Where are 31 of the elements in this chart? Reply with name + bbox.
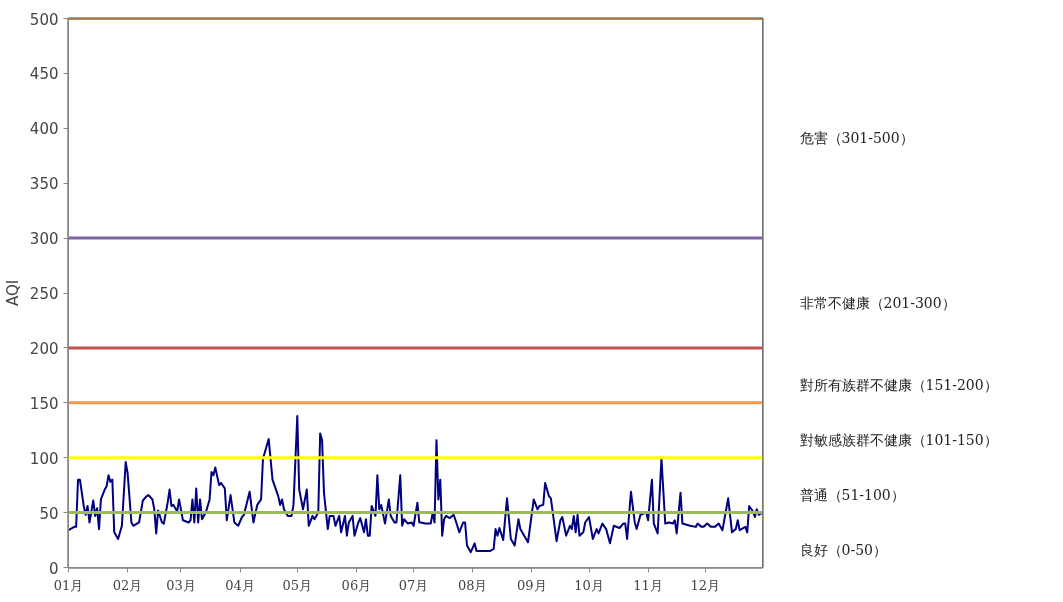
y-tick-label: 450 [29, 65, 59, 84]
y-tick-label: 350 [29, 175, 59, 194]
x-tick-label: 08月 [457, 577, 488, 593]
band-label: 普通（51-100） [799, 487, 905, 504]
x-tick-label: 04月 [225, 577, 255, 593]
y-tick-label: 0 [48, 559, 59, 578]
band-label: 對所有族群不健康（151-200） [799, 377, 998, 394]
band-label: 良好（0-50） [799, 541, 887, 558]
band-label: 對敏感族群不健康（101-150） [799, 432, 998, 449]
band-label: 非常不健康（201-300） [799, 294, 956, 311]
x-tick-label: 01月 [53, 577, 84, 593]
x-tick-label: 03月 [166, 577, 196, 593]
x-tick-label: 09月 [517, 577, 547, 593]
x-tick-label: 06月 [341, 577, 372, 593]
x-tick-label: 10月 [574, 577, 604, 593]
x-tick-label: 07月 [398, 577, 429, 593]
y-tick-label: 300 [29, 230, 59, 249]
y-tick-label: 400 [29, 120, 59, 139]
x-tick-label: 02月 [112, 577, 143, 593]
y-tick-label: 500 [29, 10, 59, 29]
x-tick-label: 05月 [282, 577, 313, 593]
band-label: 危害（301-500） [799, 130, 914, 147]
y-tick-label: 200 [29, 339, 59, 358]
y-tick-label: 100 [29, 449, 59, 468]
x-tick-label: 11月 [633, 577, 663, 593]
line-series [68, 414, 763, 554]
x-tick-label: 12月 [690, 577, 721, 593]
y-axis-title: AQI [3, 279, 22, 307]
y-tick-label: 150 [29, 394, 59, 413]
y-tick-label: 250 [29, 285, 59, 303]
y-tick-label: 50 [39, 504, 59, 523]
